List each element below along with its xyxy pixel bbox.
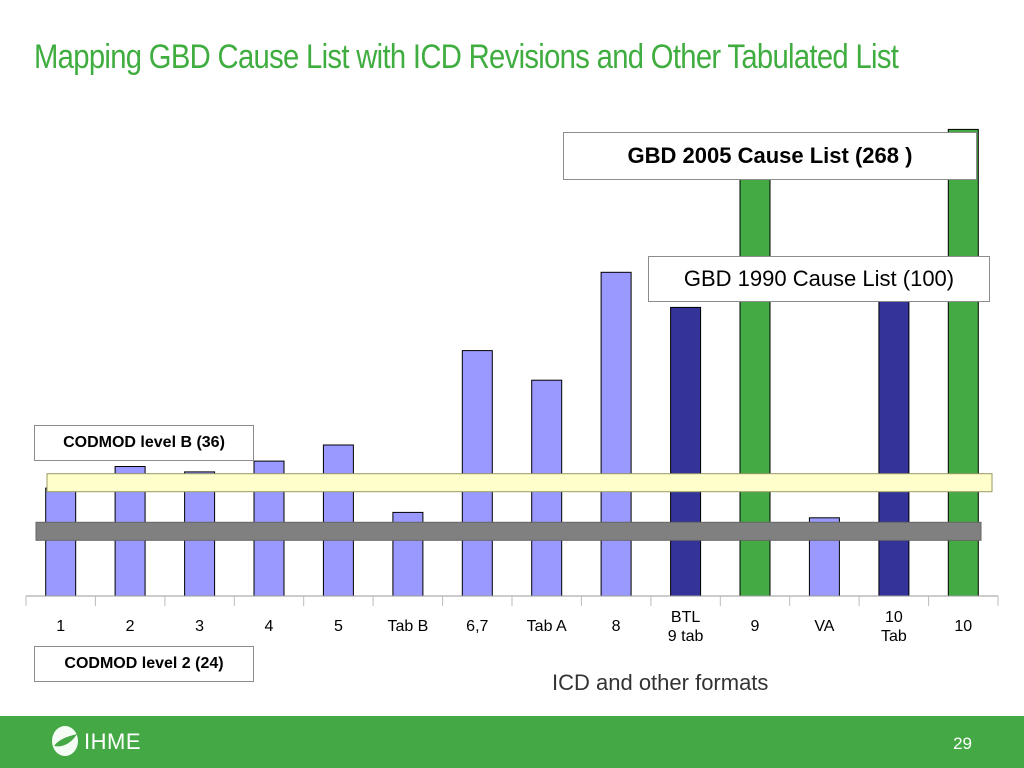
page-number: 29: [953, 734, 972, 753]
x-tick-label-5: Tab B: [387, 618, 428, 635]
x-tick-label-7: Tab A: [527, 618, 567, 635]
x-tick-label-2: 3: [195, 618, 204, 635]
bar-chart: 1 2 3 4 5 Tab B 6,7 Tab A 8 BTL 9 tab 9 VA 10 Tab 10: [25, 128, 999, 645]
ihme-leaf-icon: [52, 726, 78, 756]
ihme-logo-text: IHME: [84, 729, 141, 754]
x-tick-label-1: 2: [126, 618, 135, 635]
x-tick-label-6: 6,7: [466, 618, 488, 635]
reference-bands: [35, 473, 993, 541]
x-tick-label-11: VA: [814, 618, 834, 635]
x-tick-label-12: 10 Tab: [881, 609, 907, 645]
gbd-2005-callout: GBD 2005 Cause List (268 ): [563, 132, 977, 180]
bar-13: [947, 128, 979, 597]
footer-bar: IHME 29: [0, 716, 1024, 768]
bar-0: [45, 487, 77, 597]
x-tick-label-9: BTL 9 tab: [668, 609, 704, 645]
x-tick-label-8: 8: [612, 618, 621, 635]
bar-12: [878, 290, 910, 597]
bar-9: [670, 306, 702, 597]
gbd-1990-callout: GBD 1990 Cause List (100): [648, 256, 990, 302]
x-tick-label-0: 1: [56, 618, 65, 635]
x-tick-label-10: 9: [751, 618, 760, 635]
x-tick-label-13: 10: [954, 618, 972, 635]
bar-8: [600, 271, 632, 597]
bar-4: [322, 444, 354, 597]
slide-title: Mapping GBD Cause List with ICD Revision…: [34, 38, 899, 76]
codmod-level-b-callout: CODMOD level B (36): [34, 425, 254, 461]
codmod-level-2-callout: CODMOD level 2 (24): [34, 646, 254, 682]
x-tick-label-3: 4: [265, 618, 274, 635]
x-axis: 1 2 3 4 5 Tab B 6,7 Tab A 8 BTL 9 tab 9 VA 10 Tab 10: [25, 595, 999, 645]
bars-layer: [45, 128, 979, 597]
reference-band-1: [35, 521, 982, 541]
reference-band-0: [46, 473, 993, 493]
x-tick-label-4: 5: [334, 618, 343, 635]
x-axis-title: ICD and other formats: [552, 670, 769, 695]
